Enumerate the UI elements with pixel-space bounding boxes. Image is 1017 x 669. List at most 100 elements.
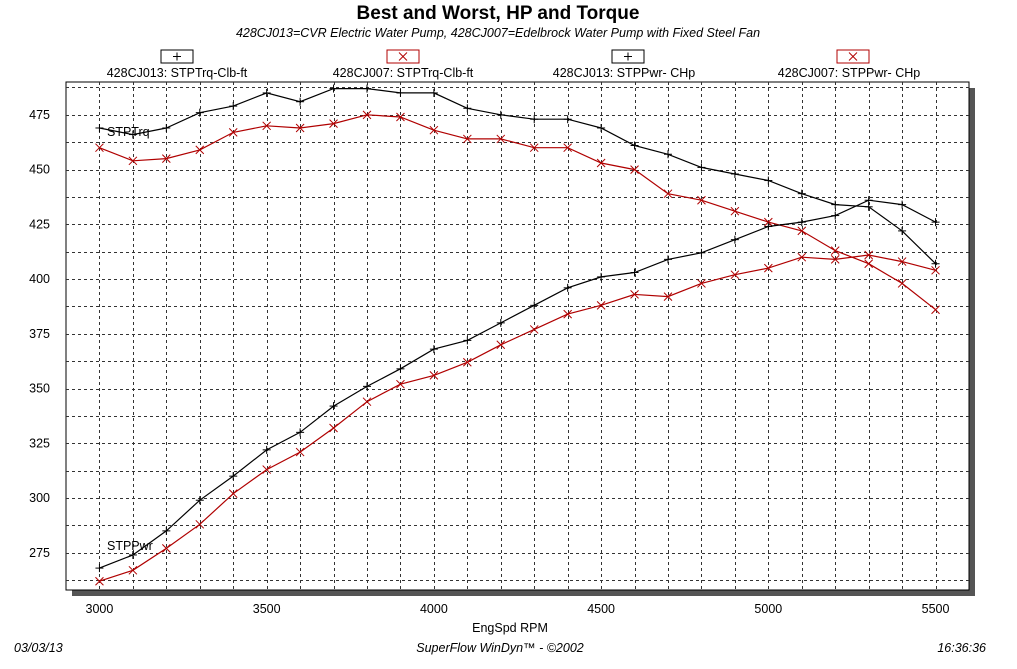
data-point xyxy=(496,340,506,350)
series-line xyxy=(99,114,936,311)
data-point xyxy=(763,263,773,273)
data-point xyxy=(262,465,272,474)
data-point xyxy=(229,102,238,111)
data-point xyxy=(296,428,305,437)
legend-label-cj007-power: 428CJ007: STPPwr- CHp xyxy=(778,66,920,80)
data-point xyxy=(530,115,539,124)
annotation-torque: STPTrq xyxy=(107,125,150,139)
data-point xyxy=(898,200,907,209)
data-point xyxy=(162,526,171,535)
data-point xyxy=(797,252,807,262)
y-tick-label: 300 xyxy=(29,491,50,505)
legend: 428CJ013: STPTrq-Clb-ft 428CJ007: STPTrq… xyxy=(107,49,920,80)
data-point xyxy=(864,196,873,205)
series-428cj013-stppwr-chp xyxy=(95,196,940,573)
data-point xyxy=(897,257,907,266)
x-tick-label: 3000 xyxy=(86,602,114,616)
data-point xyxy=(663,292,673,301)
data-point xyxy=(830,255,840,264)
data-point xyxy=(596,158,606,168)
chart-subtitle: 428CJ013=CVR Electric Water Pump, 428CJ0… xyxy=(236,26,760,40)
data-point xyxy=(329,402,338,411)
data-point xyxy=(563,283,572,292)
data-point xyxy=(797,189,806,198)
data-point xyxy=(730,169,739,178)
data-point xyxy=(730,235,739,244)
data-point xyxy=(630,141,639,150)
data-point xyxy=(229,472,238,481)
data-point xyxy=(262,121,272,131)
x-tick-label: 5500 xyxy=(922,602,950,616)
data-point xyxy=(530,301,539,310)
data-point xyxy=(296,97,305,106)
data-point xyxy=(898,226,907,235)
data-point xyxy=(763,217,773,227)
tick-labels: 275 300 325 350 375 400 425 450 475 3000 3500 4000 4… xyxy=(29,108,949,616)
data-point xyxy=(831,200,840,209)
data-point xyxy=(161,544,171,553)
x-tick-label: 4000 xyxy=(420,602,448,616)
legend-item-cj007-torque: 428CJ007: STPTrq-Clb-ft xyxy=(333,49,474,80)
data-point xyxy=(463,104,472,113)
data-point xyxy=(931,218,940,227)
data-point xyxy=(529,325,539,334)
data-point xyxy=(195,108,204,117)
data-point xyxy=(228,128,238,137)
data-point xyxy=(830,246,840,255)
legend-marker-x xyxy=(848,52,858,61)
footer-date: 03/03/13 xyxy=(14,641,63,655)
x-axis-label: EngSpd RPM xyxy=(472,621,548,635)
data-point xyxy=(396,379,405,389)
legend-item-cj013-power: 428CJ013: STPPwr- CHp xyxy=(553,49,695,80)
data-point xyxy=(295,123,305,133)
data-point xyxy=(262,445,271,454)
legend-label-cj013-torque: 428CJ013: STPTrq-Clb-ft xyxy=(107,66,248,80)
data-point xyxy=(128,156,138,166)
data-point xyxy=(764,176,773,185)
y-tick-label: 375 xyxy=(29,327,50,341)
data-point xyxy=(429,88,438,97)
data-point xyxy=(864,259,874,269)
data-point xyxy=(529,143,539,153)
data-point xyxy=(630,290,639,299)
y-tick-label: 325 xyxy=(29,436,50,450)
data-point xyxy=(597,123,606,132)
legend-label-cj013-power: 428CJ013: STPPwr- CHp xyxy=(553,66,695,80)
data-point xyxy=(162,123,171,132)
data-point xyxy=(931,259,940,268)
legend-marker-plus xyxy=(624,52,632,61)
data-point xyxy=(396,364,405,373)
data-point xyxy=(630,165,639,174)
data-point xyxy=(563,143,573,153)
series-line xyxy=(99,87,937,265)
data-point xyxy=(697,279,706,288)
plot-area xyxy=(65,81,970,591)
legend-item-cj007-power: 428CJ007: STPPwr- CHp xyxy=(778,49,920,80)
data-point xyxy=(664,255,672,264)
data-point xyxy=(496,134,506,144)
legend-item-cj013-torque: 428CJ013: STPTrq-Clb-ft xyxy=(107,49,248,80)
annotation-power: STPPwr xyxy=(107,539,153,553)
data-point xyxy=(931,305,940,315)
y-tick-label: 425 xyxy=(29,217,50,231)
chart-title: Best and Worst, HP and Torque xyxy=(357,3,640,24)
legend-label-cj007-torque: 428CJ007: STPTrq-Clb-ft xyxy=(333,66,474,80)
y-tick-label: 275 xyxy=(29,546,50,560)
data-point xyxy=(95,564,104,573)
data-point xyxy=(329,423,338,433)
data-point xyxy=(362,110,372,120)
data-point xyxy=(931,265,940,275)
data-point xyxy=(864,250,874,260)
x-tick-label: 4500 xyxy=(587,602,615,616)
footer-software: SuperFlow WinDyn™ - ©2002 xyxy=(416,641,584,655)
grid xyxy=(66,82,969,590)
data-point xyxy=(697,195,706,205)
data-point xyxy=(764,222,773,231)
data-point xyxy=(697,163,706,172)
data-point xyxy=(396,88,405,97)
data-point xyxy=(563,115,572,124)
data-point xyxy=(429,345,438,354)
data-point xyxy=(897,279,907,288)
series-428cj007-stptrq-clb-ft xyxy=(95,110,940,315)
